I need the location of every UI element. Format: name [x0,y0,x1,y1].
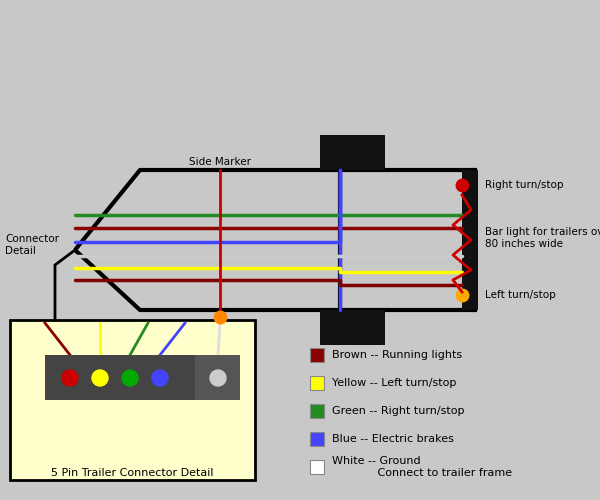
Text: Blue -- Electric brakes: Blue -- Electric brakes [332,434,454,444]
Bar [195,355,240,400]
Text: Connector
Detail: Connector Detail [5,234,59,256]
Text: Left turn/stop: Left turn/stop [485,290,556,300]
Text: Yellow -- Left turn/stop: Yellow -- Left turn/stop [332,378,457,388]
Text: Brown -- Running lights: Brown -- Running lights [332,350,462,360]
Text: Bar light for trailers over
80 inches wide: Bar light for trailers over 80 inches wi… [485,227,600,249]
Bar [320,310,385,345]
Text: Side Marker: Side Marker [189,157,251,167]
Circle shape [122,370,138,386]
Circle shape [210,370,226,386]
Bar [310,348,324,362]
Bar [310,432,324,446]
Text: Right turn/stop: Right turn/stop [485,180,563,190]
Bar [10,320,255,480]
Circle shape [92,370,108,386]
Circle shape [152,370,168,386]
Bar [45,355,205,400]
Bar [310,376,324,390]
Bar [320,135,385,170]
Bar [310,404,324,418]
Text: Green -- Right turn/stop: Green -- Right turn/stop [332,406,464,416]
Bar [310,460,324,474]
Bar [462,170,478,310]
Text: 5 Pin Trailer Connector Detail: 5 Pin Trailer Connector Detail [51,468,213,478]
Circle shape [62,370,78,386]
Text: White -- Ground
             Connect to trailer frame: White -- Ground Connect to trailer frame [332,456,512,478]
